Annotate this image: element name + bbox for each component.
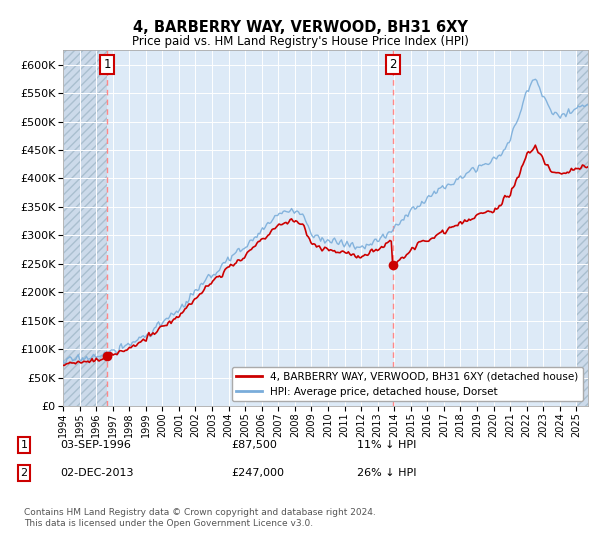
Text: 03-SEP-1996: 03-SEP-1996	[60, 440, 131, 450]
Text: £247,000: £247,000	[231, 468, 284, 478]
Text: 1: 1	[103, 58, 111, 71]
Text: 26% ↓ HPI: 26% ↓ HPI	[357, 468, 416, 478]
Text: Contains HM Land Registry data © Crown copyright and database right 2024.
This d: Contains HM Land Registry data © Crown c…	[24, 508, 376, 528]
Text: 2: 2	[20, 468, 28, 478]
Bar	[577, 50, 588, 406]
Legend: 4, BARBERRY WAY, VERWOOD, BH31 6XY (detached house), HPI: Average price, detache: 4, BARBERRY WAY, VERWOOD, BH31 6XY (deta…	[232, 367, 583, 401]
Text: 4, BARBERRY WAY, VERWOOD, BH31 6XY: 4, BARBERRY WAY, VERWOOD, BH31 6XY	[133, 20, 467, 35]
Bar	[63, 50, 107, 406]
Text: 1: 1	[20, 440, 28, 450]
Text: 2: 2	[389, 58, 397, 71]
Text: 02-DEC-2013: 02-DEC-2013	[60, 468, 133, 478]
Text: Price paid vs. HM Land Registry's House Price Index (HPI): Price paid vs. HM Land Registry's House …	[131, 35, 469, 48]
Text: 11% ↓ HPI: 11% ↓ HPI	[357, 440, 416, 450]
Text: £87,500: £87,500	[231, 440, 277, 450]
